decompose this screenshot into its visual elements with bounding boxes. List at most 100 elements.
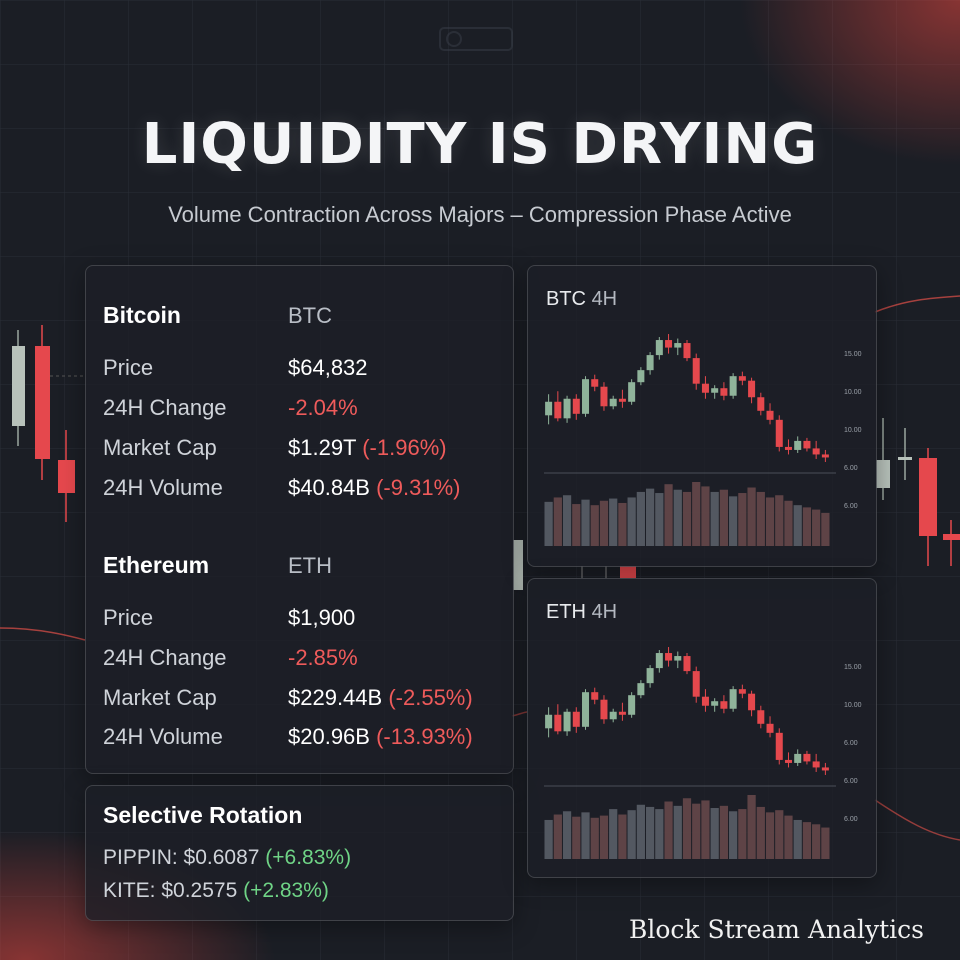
selective-rotation-panel: Selective Rotation PIPPIN: $0.6087 (+6.8… (85, 785, 514, 921)
subheadline: Volume Contraction Across Majors – Compr… (168, 202, 792, 227)
btc-volume-label: 24H Volume (103, 475, 223, 500)
candle-body (572, 398, 580, 414)
btc-change-value: -2.04% (288, 395, 358, 420)
volume-bar (572, 816, 581, 859)
volume-bar (692, 482, 701, 546)
y-tick-label: 10.00 (844, 427, 862, 434)
eth-marketcap-value: $229.44B (-2.55%) (288, 685, 473, 710)
volume-bar (544, 501, 553, 546)
volume-bar (664, 801, 673, 859)
candle-body (692, 358, 700, 384)
volume-bar (553, 497, 562, 546)
volume-bar (544, 819, 553, 859)
volume-bar (609, 809, 618, 859)
candle-body (683, 343, 691, 359)
candle-body (545, 401, 553, 416)
volume-bar (572, 504, 581, 546)
y-tick-label: 15.00 (844, 664, 862, 671)
btc-volume-value: $40.84B (-9.31%) (288, 475, 461, 500)
candle-body (628, 695, 636, 715)
volume-bar (738, 809, 747, 859)
btc-marketcap-label: Market Cap (103, 435, 217, 460)
y-tick-label: 6.00 (844, 816, 858, 823)
rotation-item-kite: KITE: $0.2575 (+2.83%) (103, 879, 329, 902)
bg-device-outline (439, 27, 513, 51)
btc-candlestick-chart: 15.00 10.00 10.00 6.00 6.00 (544, 334, 862, 546)
volume-bar (581, 812, 590, 859)
candle-body (582, 379, 590, 414)
volume-bar (756, 806, 765, 859)
candle-body (701, 383, 709, 393)
volume-bar (747, 487, 756, 546)
y-tick-label: 10.00 (844, 389, 862, 396)
volume-bar (812, 509, 821, 546)
volume-bar (645, 488, 655, 546)
y-tick-label: 6.00 (844, 778, 858, 785)
candle-body (609, 398, 617, 407)
candle-body (563, 711, 571, 732)
volume-bar (710, 808, 719, 859)
candle-body (821, 454, 829, 458)
eth-marketcap-label: Market Cap (103, 685, 217, 710)
candle-body (655, 653, 663, 669)
volume-bar (793, 505, 802, 546)
candle-body (729, 376, 737, 396)
rotation-item-pippin: PIPPIN: $0.6087 (+6.83%) (103, 846, 352, 869)
volume-bar (821, 512, 830, 546)
btc-price-value: $64,832 (288, 355, 368, 380)
candle-body (748, 693, 756, 711)
volume-bar (655, 493, 664, 546)
volume-bar (692, 803, 701, 859)
candle-body (582, 692, 590, 727)
candle-body (637, 683, 645, 696)
candle-body (692, 671, 700, 697)
candle-body (775, 732, 783, 760)
volume-bar (719, 805, 729, 859)
candle-body (545, 714, 553, 729)
coin-symbol-eth: ETH (288, 553, 332, 578)
candle-body (729, 689, 737, 709)
volume-bar (627, 497, 636, 546)
candle-body (674, 343, 682, 348)
volume-bar (618, 502, 627, 546)
volume-bar (655, 809, 664, 859)
candle-body (572, 711, 580, 727)
volume-bar (599, 500, 609, 546)
y-tick-label: 10.00 (844, 702, 862, 709)
candle-body (803, 440, 811, 449)
candle-body (748, 380, 756, 398)
volume-bar (673, 489, 682, 546)
eth-change-value: -2.85% (288, 645, 358, 670)
y-tick-label: 6.00 (844, 740, 858, 747)
volume-bar (775, 810, 784, 859)
volume-bar (590, 505, 599, 546)
btc-chart-title: BTC 4H (546, 288, 618, 310)
volume-bar (812, 824, 821, 859)
candle-body (711, 388, 719, 393)
eth-volume-label: 24H Volume (103, 724, 223, 749)
market-stats-panel: Bitcoin BTC Price $64,832 24H Change -2.… (85, 265, 514, 774)
bg-curve-right (874, 799, 960, 841)
volume-bar (627, 810, 636, 859)
volume-bar (636, 491, 645, 546)
candle-body (683, 656, 691, 672)
candle-body (794, 753, 802, 763)
candle-body (738, 689, 746, 694)
candle-body (591, 379, 599, 387)
candle-body (628, 382, 636, 402)
volume-bar (765, 812, 775, 859)
candle-body (618, 711, 626, 715)
volume-bar (701, 486, 710, 546)
eth-chart-title: ETH 4H (546, 601, 618, 623)
volume-bar (673, 805, 682, 859)
volume-bar (562, 811, 572, 859)
volume-bar (682, 491, 692, 546)
candle-body (554, 714, 562, 732)
volume-bar (821, 827, 830, 859)
candle-body (674, 656, 682, 661)
bg-candles-right (876, 418, 960, 566)
eth-price-value: $1,900 (288, 605, 356, 630)
btc-change-label: 24H Change (103, 395, 227, 420)
candle-body (812, 448, 820, 455)
bg-candles-mid (513, 540, 636, 590)
